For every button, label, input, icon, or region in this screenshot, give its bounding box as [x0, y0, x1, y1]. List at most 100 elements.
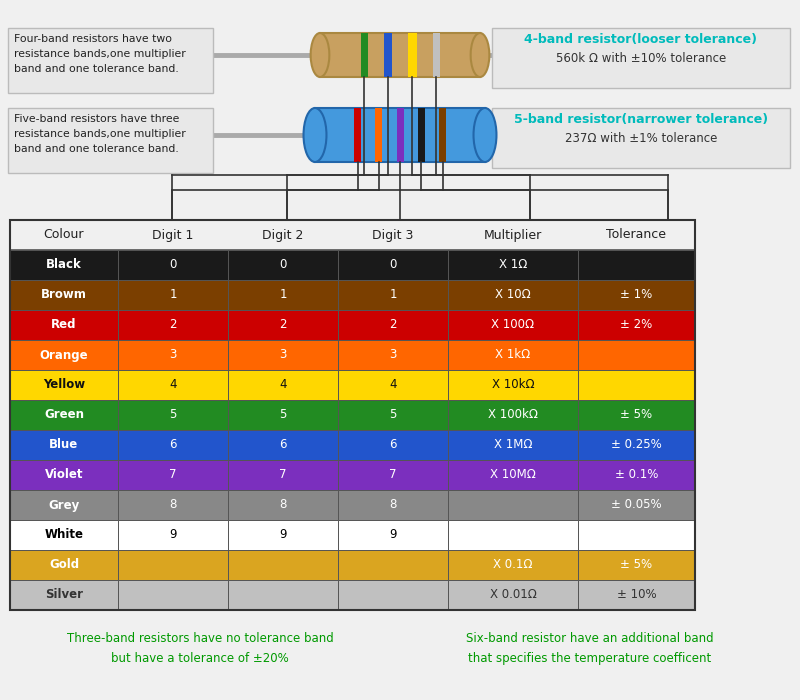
Bar	[338, 520, 448, 550]
Bar	[578, 370, 695, 400]
Text: ± 0.05%: ± 0.05%	[611, 498, 662, 512]
Bar	[578, 430, 695, 460]
Text: Digit 1: Digit 1	[152, 228, 194, 242]
Text: 3: 3	[390, 349, 397, 361]
Bar	[384, 33, 392, 77]
Bar	[361, 33, 367, 77]
Bar	[578, 250, 695, 280]
Bar	[10, 340, 118, 370]
Bar	[118, 580, 228, 610]
Bar	[338, 340, 448, 370]
Text: Black: Black	[46, 258, 82, 272]
Text: 8: 8	[279, 498, 286, 512]
Text: 3: 3	[170, 349, 177, 361]
Bar	[578, 580, 695, 610]
Bar	[338, 280, 448, 310]
Bar	[578, 340, 695, 370]
Text: 6: 6	[279, 438, 286, 452]
Text: Tolerance: Tolerance	[606, 228, 666, 242]
Bar	[448, 400, 578, 430]
Text: ± 0.25%: ± 0.25%	[611, 438, 662, 452]
Text: X 1Ω: X 1Ω	[499, 258, 527, 272]
Bar	[578, 280, 695, 310]
Text: Four-band resistors have two
resistance bands,one multiplier
band and one tolera: Four-band resistors have two resistance …	[14, 34, 186, 74]
Bar	[375, 108, 382, 162]
Text: Three-band resistors have no tolerance band
but have a tolerance of ±20%: Three-band resistors have no tolerance b…	[66, 632, 334, 665]
Text: 2: 2	[279, 318, 286, 332]
Bar	[338, 430, 448, 460]
Bar	[448, 490, 578, 520]
Text: 1: 1	[390, 288, 397, 302]
Text: ± 2%: ± 2%	[620, 318, 653, 332]
Bar	[407, 33, 417, 77]
Text: X 10MΩ: X 10MΩ	[490, 468, 536, 482]
Bar	[10, 400, 118, 430]
Text: 5: 5	[170, 409, 177, 421]
Bar	[448, 250, 578, 280]
Bar	[228, 250, 338, 280]
Text: X 1kΩ: X 1kΩ	[495, 349, 530, 361]
Text: Grey: Grey	[48, 498, 80, 512]
Bar	[10, 310, 118, 340]
Bar	[10, 550, 118, 580]
Text: ± 5%: ± 5%	[621, 409, 653, 421]
Text: Multiplier: Multiplier	[484, 228, 542, 242]
FancyBboxPatch shape	[492, 28, 790, 88]
Bar	[338, 370, 448, 400]
Text: X 0.01Ω: X 0.01Ω	[490, 589, 537, 601]
Bar	[118, 550, 228, 580]
Text: X 0.1Ω: X 0.1Ω	[494, 559, 533, 571]
Text: 2: 2	[170, 318, 177, 332]
Text: 7: 7	[279, 468, 286, 482]
Text: Digit 3: Digit 3	[372, 228, 414, 242]
Bar	[118, 370, 228, 400]
Text: Colour: Colour	[44, 228, 84, 242]
Text: 9: 9	[279, 528, 286, 542]
Text: Digit 2: Digit 2	[262, 228, 304, 242]
Text: ± 10%: ± 10%	[617, 589, 656, 601]
Bar	[228, 310, 338, 340]
Text: X 100Ω: X 100Ω	[491, 318, 534, 332]
Bar	[118, 490, 228, 520]
Ellipse shape	[303, 108, 326, 162]
Bar	[118, 340, 228, 370]
Bar	[338, 550, 448, 580]
Bar	[578, 310, 695, 340]
Text: X 10kΩ: X 10kΩ	[492, 379, 534, 391]
Bar	[10, 490, 118, 520]
Bar	[10, 220, 695, 250]
Text: 1: 1	[279, 288, 286, 302]
Text: 9: 9	[390, 528, 397, 542]
Text: 2: 2	[390, 318, 397, 332]
Text: 7: 7	[170, 468, 177, 482]
Bar	[315, 108, 485, 162]
Bar	[448, 430, 578, 460]
Text: 9: 9	[170, 528, 177, 542]
FancyBboxPatch shape	[8, 108, 213, 173]
Text: ± 5%: ± 5%	[621, 559, 653, 571]
Bar	[10, 580, 118, 610]
Bar	[448, 520, 578, 550]
Bar	[118, 520, 228, 550]
Text: ± 0.1%: ± 0.1%	[615, 468, 658, 482]
Bar	[338, 310, 448, 340]
Bar	[10, 460, 118, 490]
Bar	[228, 430, 338, 460]
Bar	[578, 460, 695, 490]
Bar	[433, 33, 439, 77]
Text: 5: 5	[390, 409, 397, 421]
Bar	[578, 550, 695, 580]
Bar	[228, 340, 338, 370]
Bar	[228, 460, 338, 490]
Text: Violet: Violet	[45, 468, 83, 482]
Bar	[118, 310, 228, 340]
Text: 0: 0	[170, 258, 177, 272]
Bar	[338, 250, 448, 280]
Text: 237Ω with ±1% tolerance: 237Ω with ±1% tolerance	[565, 132, 717, 145]
Text: X 1MΩ: X 1MΩ	[494, 438, 532, 452]
Bar	[228, 520, 338, 550]
Bar	[228, 550, 338, 580]
Bar	[118, 400, 228, 430]
Bar	[228, 490, 338, 520]
Bar	[10, 220, 695, 610]
